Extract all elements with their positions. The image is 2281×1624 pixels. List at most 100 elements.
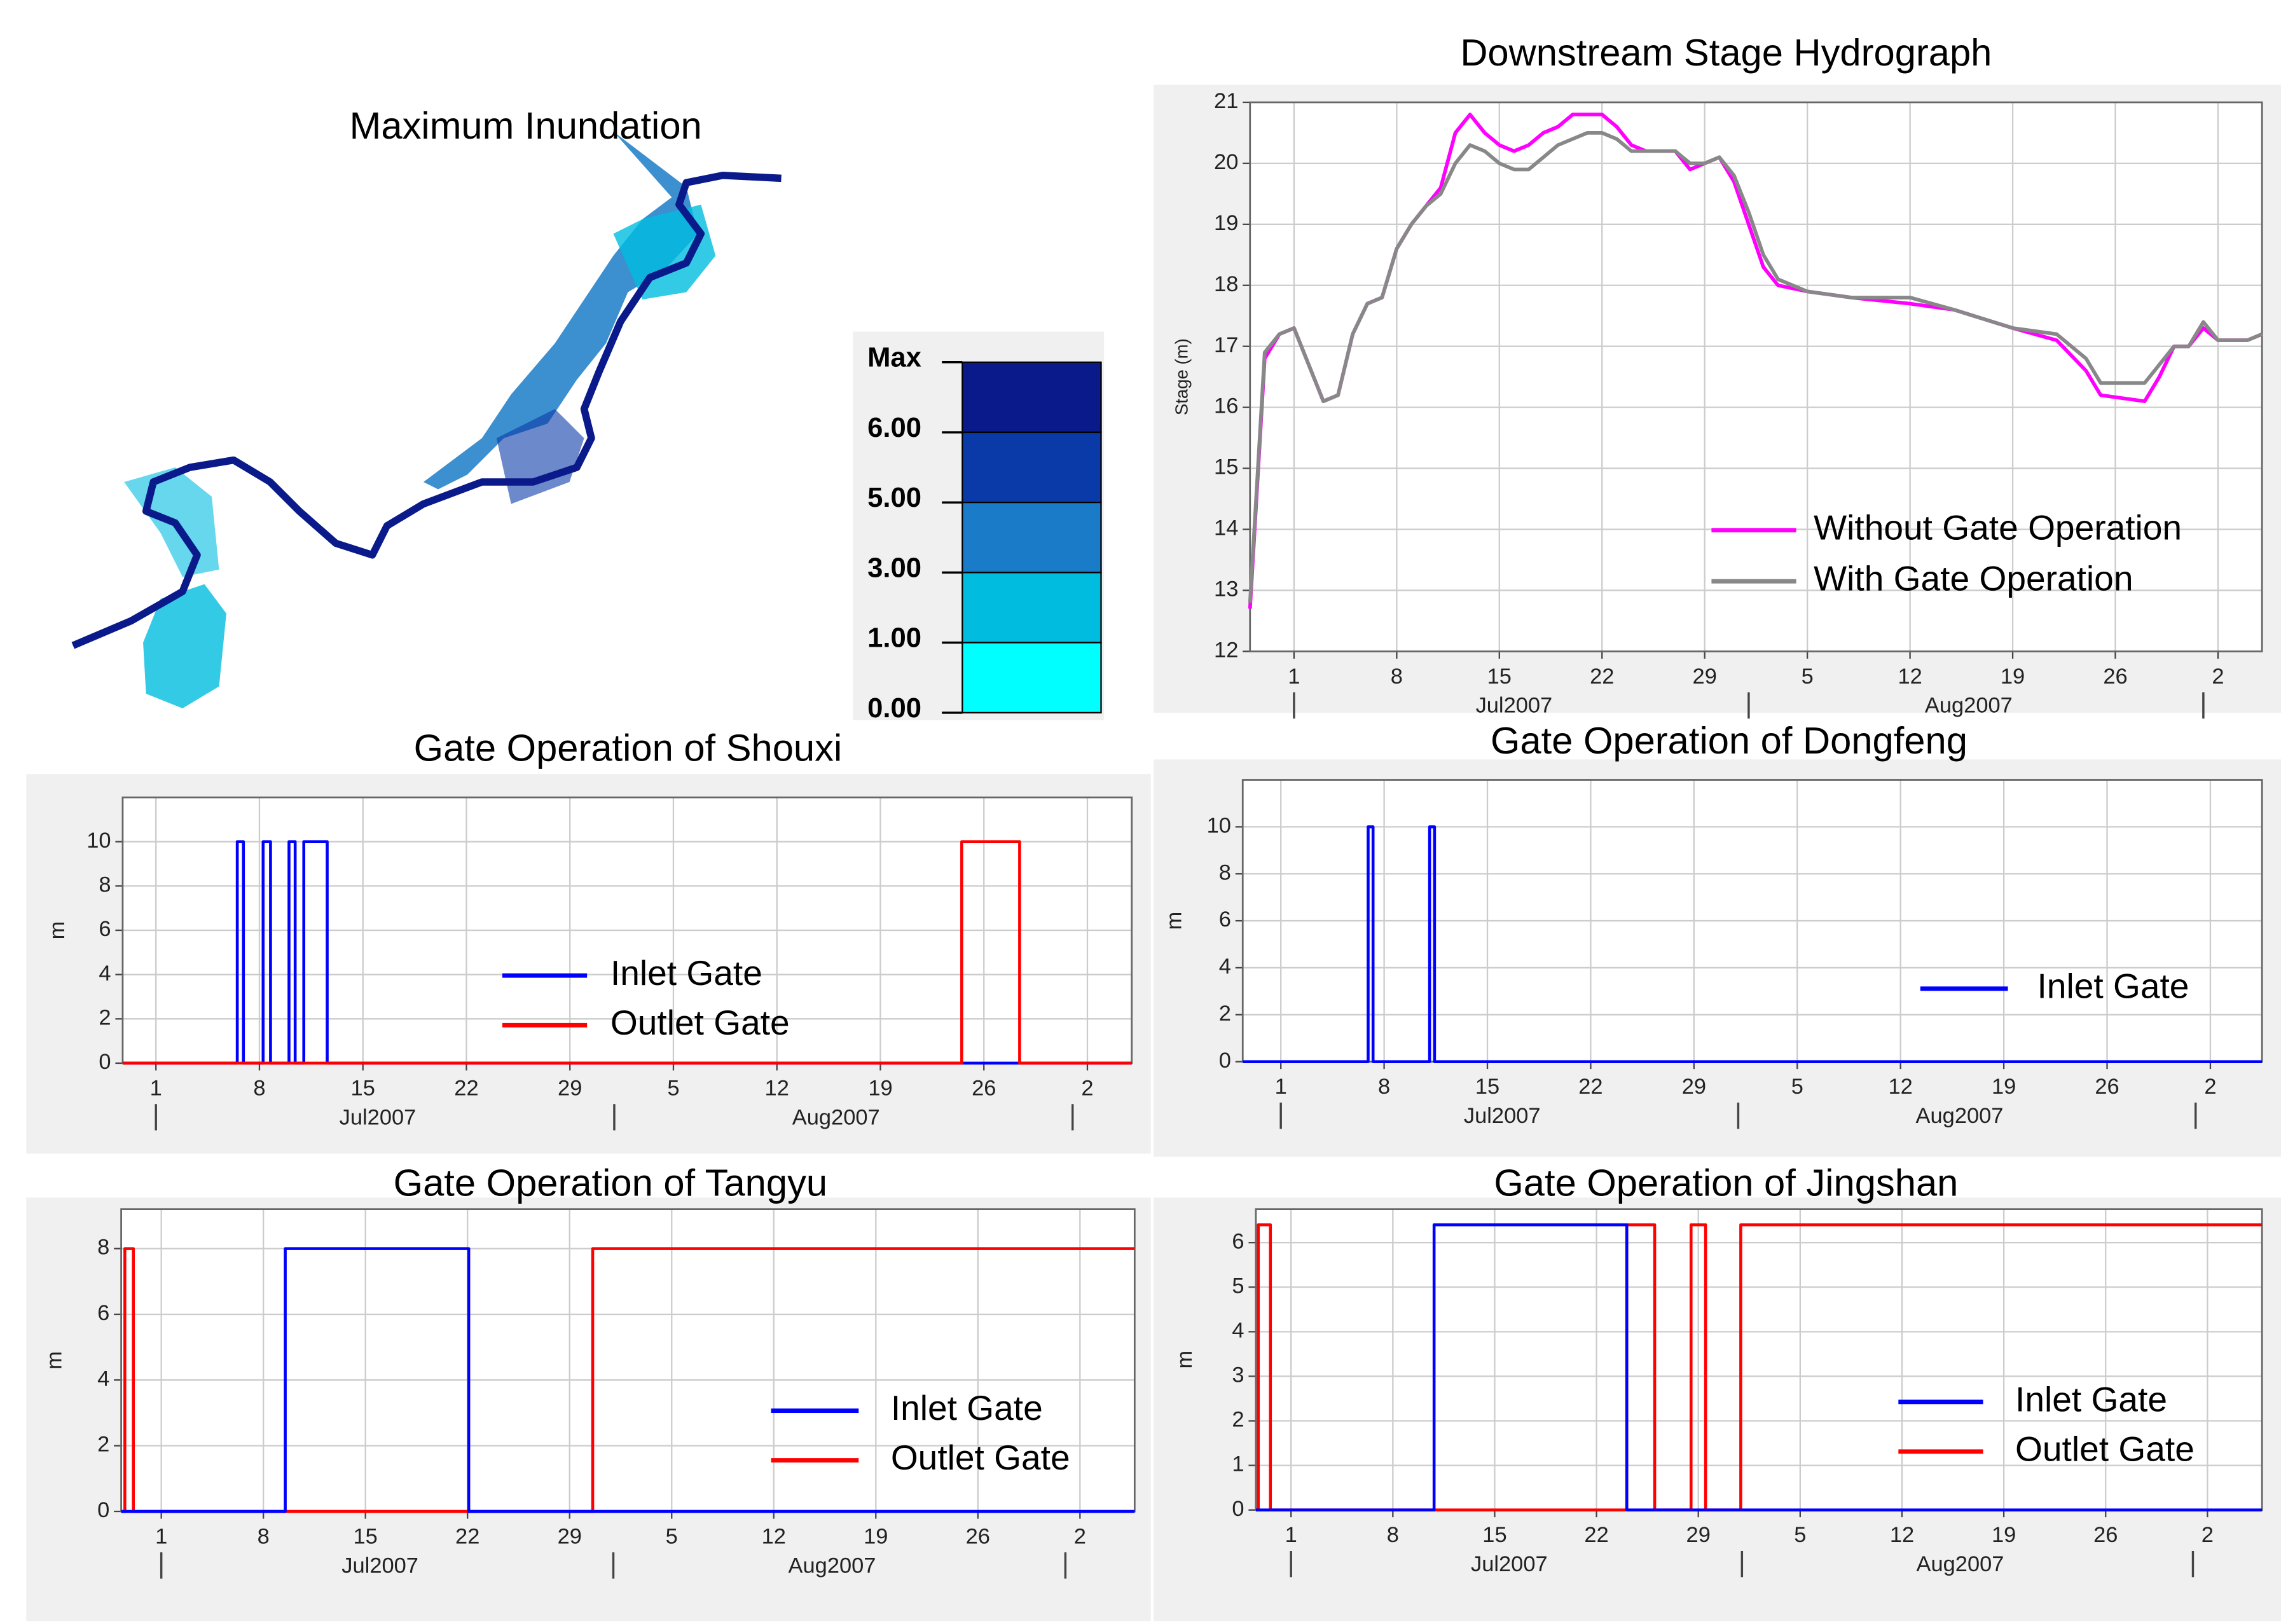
legend-label: Outlet Gate — [610, 1003, 790, 1042]
x-tick-label: 8 — [258, 1524, 270, 1548]
x-tick-label: 1 — [1275, 1075, 1287, 1099]
chart: Gate Operation of Shouxi m 0 2 4 6 8 10 1 8 15 22 29… — [45, 726, 1133, 1131]
flood-area — [143, 584, 226, 708]
y-tick-label: 3 — [1232, 1363, 1244, 1387]
legend-color-band — [961, 502, 1102, 574]
series-line — [1243, 825, 2263, 1063]
x-tick-label: 26 — [2093, 1523, 2118, 1547]
month-label: Jul2007 — [341, 1553, 418, 1578]
y-tick-label: 8 — [99, 872, 111, 897]
chart-title: Downstream Stage Hydrograph — [1460, 31, 1992, 74]
legend-color-band — [961, 431, 1102, 504]
x-tick-label: 12 — [762, 1524, 786, 1548]
month-label: Jul2007 — [1464, 1104, 1541, 1128]
y-axis-label: m — [1162, 912, 1187, 930]
y-axis-label: m — [1173, 1351, 1197, 1369]
plot-area — [1255, 1209, 2263, 1510]
legend-label: 0.00 — [867, 693, 921, 724]
y-tick-label: 21 — [1214, 89, 1238, 113]
y-tick-label: 4 — [1232, 1318, 1244, 1342]
legend-label: Inlet Gate — [2015, 1379, 2167, 1419]
y-tick-label: 0 — [1232, 1497, 1244, 1521]
y-tick-label: 13 — [1214, 577, 1238, 602]
x-tick-label: 22 — [1584, 1523, 1608, 1547]
y-tick-label: 16 — [1214, 394, 1238, 418]
x-tick-label: 15 — [1487, 664, 1512, 689]
x-tick-label: 12 — [1890, 1523, 1914, 1547]
x-tick-label: 5 — [1794, 1523, 1806, 1547]
y-tick-label: 0 — [99, 1050, 111, 1074]
x-tick-label: 29 — [558, 1524, 582, 1548]
x-tick-label: 5 — [1791, 1075, 1803, 1099]
chart: Gate Operation of Tangyu m 0 2 4 6 8 1 8 15 22 29 5 1… — [42, 1162, 1136, 1579]
series-line — [1255, 1223, 2263, 1511]
y-tick-label: 6 — [1219, 907, 1231, 932]
x-tick-label: 29 — [1682, 1075, 1706, 1099]
y-tick-label: 4 — [1219, 954, 1231, 979]
x-tick-label: 8 — [1391, 664, 1403, 689]
month-label: Jul2007 — [340, 1105, 417, 1129]
x-tick-label: 22 — [1590, 664, 1614, 689]
y-tick-label: 15 — [1214, 455, 1238, 479]
legend-label: 5.00 — [867, 483, 921, 513]
x-tick-label: 1 — [155, 1524, 167, 1548]
x-tick-label: 26 — [966, 1524, 990, 1548]
legend-label: Inlet Gate — [610, 953, 762, 993]
x-tick-label: 19 — [1992, 1075, 2016, 1099]
x-tick-label: 22 — [454, 1076, 478, 1100]
y-tick-label: 4 — [97, 1366, 109, 1391]
chart: Downstream Stage Hydrograph Stage (m) 12 13… — [1171, 31, 2263, 719]
y-tick-label: 2 — [97, 1433, 109, 1457]
legend-color-band — [961, 361, 1102, 434]
legend-label: 6.00 — [867, 413, 921, 443]
x-tick-label: 1 — [1285, 1523, 1297, 1547]
x-tick-label: 19 — [1992, 1523, 2016, 1547]
x-tick-label: 5 — [1802, 664, 1814, 689]
x-tick-label: 2 — [2202, 1523, 2214, 1547]
y-tick-label: 2 — [1232, 1408, 1244, 1432]
y-tick-label: 20 — [1214, 150, 1238, 174]
y-axis-label: Stage (m) — [1171, 338, 1191, 415]
y-tick-label: 10 — [86, 829, 111, 853]
y-tick-label: 12 — [1214, 638, 1238, 662]
legend-label: Outlet Gate — [891, 1438, 1070, 1477]
legend-color-band — [961, 642, 1102, 713]
legend-label: Without Gate Operation — [1814, 507, 2182, 547]
month-label: Aug2007 — [792, 1105, 880, 1129]
y-tick-label: 8 — [97, 1235, 109, 1260]
y-tick-label: 6 — [97, 1301, 109, 1325]
inundation-map — [71, 131, 782, 708]
x-tick-label: 12 — [1889, 1075, 1913, 1099]
y-axis-label: m — [45, 921, 69, 940]
y-tick-label: 8 — [1219, 860, 1231, 884]
plot-area — [121, 1209, 1135, 1511]
chart-title: Gate Operation of Shouxi — [414, 726, 843, 769]
x-tick-label: 19 — [864, 1524, 888, 1548]
x-tick-label: 1 — [150, 1076, 162, 1100]
month-label: Aug2007 — [1925, 694, 2013, 718]
x-tick-label: 19 — [2001, 664, 2025, 689]
month-label: Aug2007 — [1917, 1552, 2004, 1576]
x-tick-label: 29 — [1686, 1523, 1711, 1547]
x-tick-label: 19 — [868, 1076, 892, 1100]
y-tick-label: 0 — [1219, 1049, 1231, 1073]
y-tick-label: 2 — [1219, 1001, 1231, 1026]
y-tick-label: 18 — [1214, 272, 1238, 296]
plot-frame — [1249, 101, 2263, 652]
x-tick-label: 15 — [1475, 1075, 1499, 1099]
x-tick-label: 2 — [1081, 1076, 1093, 1100]
plot-area — [1250, 102, 2263, 652]
month-label: Aug2007 — [1916, 1104, 2004, 1128]
y-tick-label: 19 — [1214, 211, 1238, 235]
chart-title: Gate Operation of Tangyu — [394, 1162, 827, 1204]
legend-label: 1.00 — [867, 623, 921, 654]
chart-title: Gate Operation of Dongfeng — [1491, 719, 1967, 762]
x-tick-label: 29 — [558, 1076, 582, 1100]
series-line — [1248, 131, 2263, 603]
map-title: Maximum Inundation — [350, 104, 702, 147]
y-tick-label: 6 — [1232, 1229, 1244, 1253]
series-line — [121, 1247, 1135, 1513]
